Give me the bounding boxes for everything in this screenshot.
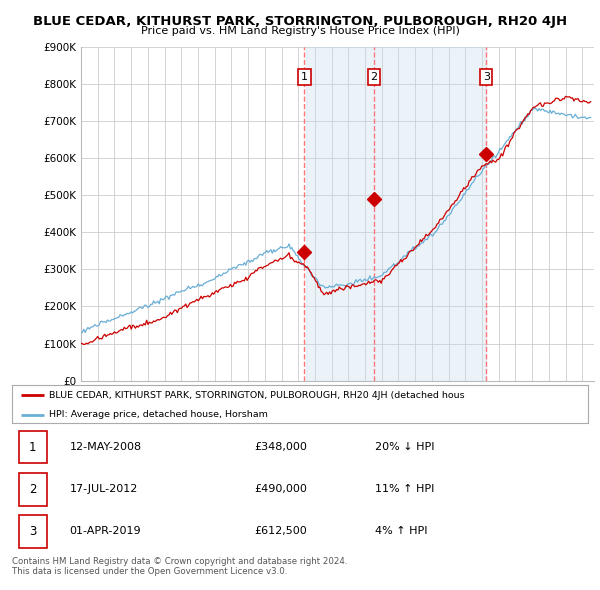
Text: 2: 2 xyxy=(371,72,377,82)
Text: 17-JUL-2012: 17-JUL-2012 xyxy=(70,484,138,494)
Text: 11% ↑ HPI: 11% ↑ HPI xyxy=(375,484,434,494)
FancyBboxPatch shape xyxy=(19,473,47,506)
Text: 01-APR-2019: 01-APR-2019 xyxy=(70,526,141,536)
FancyBboxPatch shape xyxy=(19,515,47,548)
Text: Contains HM Land Registry data © Crown copyright and database right 2024.
This d: Contains HM Land Registry data © Crown c… xyxy=(12,557,347,576)
Text: 4% ↑ HPI: 4% ↑ HPI xyxy=(375,526,427,536)
Text: 1: 1 xyxy=(301,72,308,82)
Text: 12-MAY-2008: 12-MAY-2008 xyxy=(70,442,142,452)
Text: 20% ↓ HPI: 20% ↓ HPI xyxy=(375,442,434,452)
Text: BLUE CEDAR, KITHURST PARK, STORRINGTON, PULBOROUGH, RH20 4JH: BLUE CEDAR, KITHURST PARK, STORRINGTON, … xyxy=(33,15,567,28)
FancyBboxPatch shape xyxy=(19,431,47,463)
Text: £490,000: £490,000 xyxy=(254,484,307,494)
Text: HPI: Average price, detached house, Horsham: HPI: Average price, detached house, Hors… xyxy=(49,410,268,419)
Text: 3: 3 xyxy=(483,72,490,82)
Text: 2: 2 xyxy=(29,483,37,496)
Text: 3: 3 xyxy=(29,525,37,537)
Text: £612,500: £612,500 xyxy=(254,526,307,536)
Text: BLUE CEDAR, KITHURST PARK, STORRINGTON, PULBOROUGH, RH20 4JH (detached hous: BLUE CEDAR, KITHURST PARK, STORRINGTON, … xyxy=(49,391,465,400)
Text: £348,000: £348,000 xyxy=(254,442,307,452)
Text: Price paid vs. HM Land Registry's House Price Index (HPI): Price paid vs. HM Land Registry's House … xyxy=(140,26,460,36)
Text: 1: 1 xyxy=(29,441,37,454)
